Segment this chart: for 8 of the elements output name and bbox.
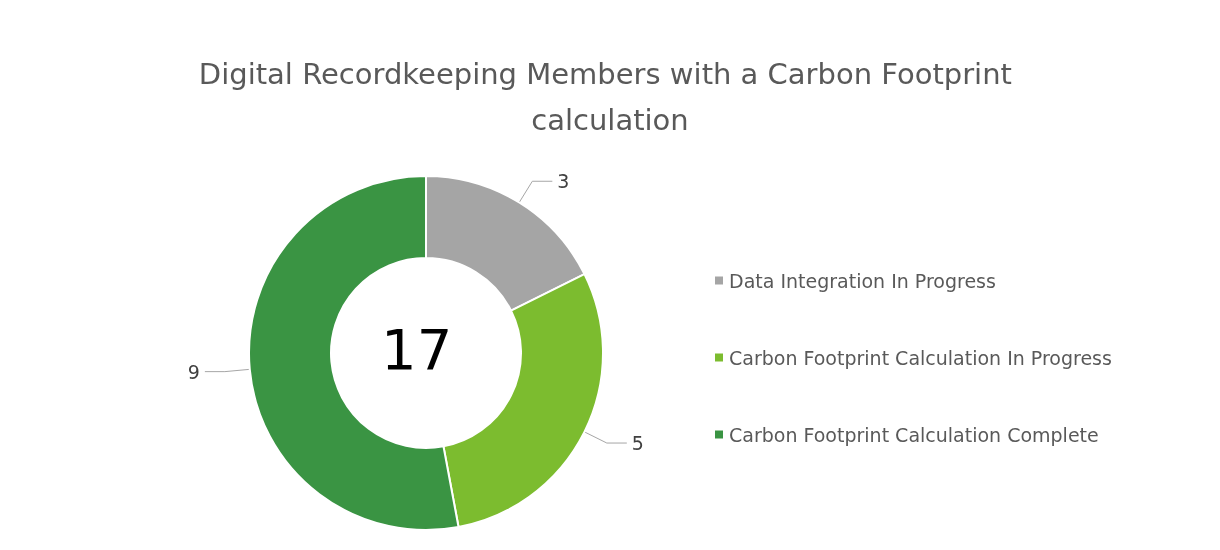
data-label: 3 xyxy=(557,170,570,193)
legend-label: Carbon Footprint Calculation In Progress xyxy=(729,346,1112,369)
data-label: 5 xyxy=(631,432,644,455)
legend-label: Data Integration In Progress xyxy=(729,269,996,292)
chart-title: Digital Recordkeeping Members with a Carbon Footprint calculation xyxy=(198,57,1022,137)
data-label: 9 xyxy=(187,360,200,383)
legend-label: Carbon Footprint Calculation Complete xyxy=(729,423,1099,446)
text: 17 xyxy=(381,316,453,382)
